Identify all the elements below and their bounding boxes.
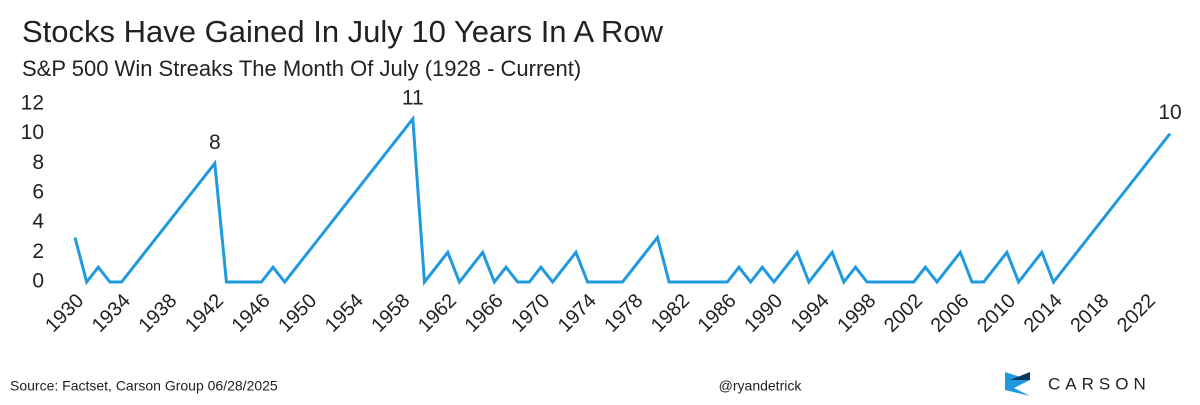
x-tick-label: 1962 [414,290,461,337]
author-handle: @ryandetrick [719,378,803,394]
x-tick-label: 1998 [833,290,880,337]
logo: CARSON [1005,372,1151,396]
x-tick-label: 2018 [1066,290,1113,337]
y-tick-label: 2 [32,240,44,263]
data-label: 8 [209,131,221,154]
x-tick-label: 2002 [880,290,927,337]
x-tick-label: 2014 [1020,290,1067,337]
x-tick-label: 1946 [228,290,275,337]
data-label: 11 [402,86,424,109]
data-label: 10 [1158,101,1181,124]
y-tick-label: 10 [21,121,44,144]
x-tick-label: 2010 [973,290,1020,337]
x-tick-label: 1930 [41,290,88,337]
x-tick-label: 1942 [181,290,228,337]
x-tick-label: 1954 [321,290,368,337]
y-tick-label: 12 [21,92,44,115]
x-tick-label: 1986 [694,290,741,337]
x-tick-label: 1978 [600,290,647,337]
x-tick-label: 1966 [461,290,508,337]
y-tick-label: 4 [32,210,44,233]
x-tick-label: 1958 [367,290,414,337]
x-tick-label: 2006 [927,290,974,337]
x-tick-label: 2022 [1113,290,1160,337]
x-tick-label: 1934 [88,290,135,337]
x-tick-label: 1974 [554,290,601,337]
y-tick-label: 6 [32,181,44,204]
logo-mark-dark [1010,372,1030,380]
series-line [73,114,1172,286]
x-tick-label: 1982 [647,290,694,337]
source-note: Source: Factset, Carson Group 06/28/2025 [10,378,278,394]
x-tick-label: 1938 [134,290,181,337]
y-tick-label: 8 [32,151,44,174]
x-tick-label: 1970 [507,290,554,337]
logo-text: CARSON [1048,374,1151,393]
x-tick-label: 1950 [274,290,321,337]
x-tick-label: 1994 [787,290,834,337]
y-tick-label: 0 [32,270,44,293]
chart-subtitle: S&P 500 Win Streaks The Month Of July (1… [22,56,581,81]
chart-title: Stocks Have Gained In July 10 Years In A… [22,14,664,49]
x-tick-label: 1990 [740,290,787,337]
